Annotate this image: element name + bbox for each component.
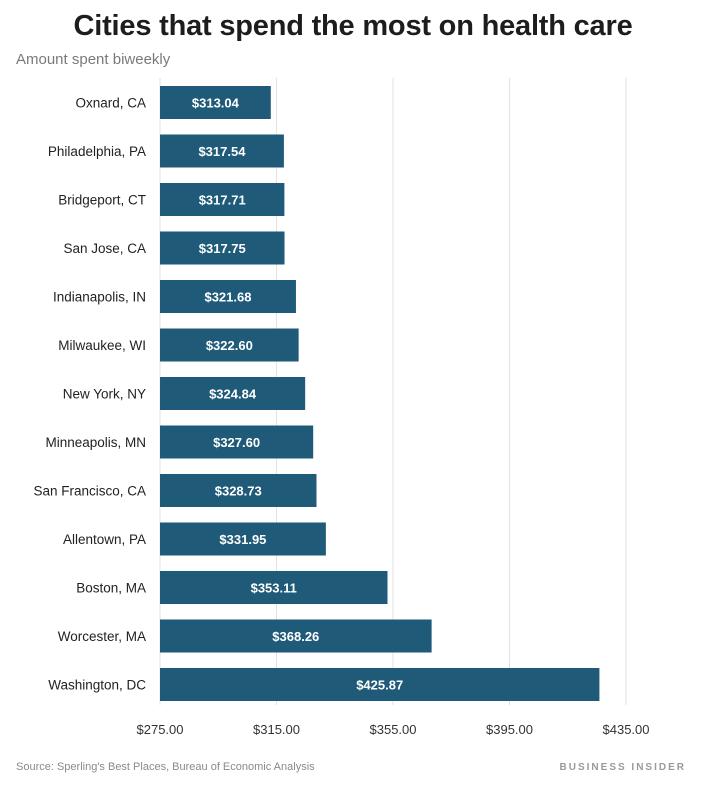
x-tick-label: $355.00 bbox=[370, 722, 417, 737]
bar-value-label: $322.60 bbox=[206, 338, 253, 353]
bar bbox=[160, 377, 306, 410]
bar bbox=[160, 183, 285, 216]
x-tick-label: $275.00 bbox=[137, 722, 184, 737]
category-label: Boston, MA bbox=[76, 581, 146, 596]
category-label: Bridgeport, CT bbox=[58, 193, 146, 208]
category-label: Worcester, MA bbox=[58, 629, 146, 644]
bar bbox=[160, 571, 388, 604]
x-tick-label: $435.00 bbox=[603, 722, 650, 737]
bar-value-label: $321.68 bbox=[204, 290, 251, 305]
bar bbox=[160, 522, 326, 556]
bar-value-label: $317.54 bbox=[198, 144, 246, 159]
category-label: Washington, DC bbox=[48, 678, 146, 693]
bar bbox=[160, 328, 299, 362]
bar bbox=[160, 231, 285, 265]
bar bbox=[160, 86, 271, 119]
bar-value-label: $324.84 bbox=[209, 387, 257, 402]
bar-value-label: $327.60 bbox=[213, 435, 260, 450]
bar-value-label: $328.73 bbox=[215, 484, 262, 499]
bar bbox=[160, 619, 432, 653]
category-label: Oxnard, CA bbox=[75, 96, 146, 111]
bar bbox=[160, 474, 317, 507]
chart-subtitle: Amount spent biweekly bbox=[16, 51, 171, 68]
bars-layer: $313.04 $317.54 $317.71 $317.75 $321.68 $322.… bbox=[160, 86, 600, 701]
bar-value-label: $353.11 bbox=[251, 581, 297, 596]
bar bbox=[160, 134, 284, 168]
bar-value-label: $368.26 bbox=[272, 629, 319, 644]
bar-value-label: $313.04 bbox=[192, 96, 240, 111]
category-labels: Oxnard, CA Philadelphia, PA Bridgeport, CT… bbox=[33, 96, 146, 693]
bar bbox=[160, 425, 314, 459]
category-label: Allentown, PA bbox=[63, 532, 146, 547]
category-label: New York, NY bbox=[63, 387, 146, 402]
bar-value-label: $317.75 bbox=[199, 241, 246, 256]
bar-value-label: $317.71 bbox=[199, 193, 246, 208]
category-label: San Jose, CA bbox=[63, 241, 146, 256]
x-tick-labels: $275.00 $315.00 $355.00 $395.00 $435.00 bbox=[137, 722, 650, 737]
x-tick-label: $315.00 bbox=[253, 722, 300, 737]
brand-logo: BUSINESS INSIDER bbox=[559, 762, 686, 773]
category-label: Minneapolis, MN bbox=[45, 435, 146, 450]
bar bbox=[160, 668, 600, 701]
category-label: Indianapolis, IN bbox=[53, 290, 146, 305]
x-tick-label: $395.00 bbox=[486, 722, 533, 737]
chart-title: Cities that spend the most on health car… bbox=[73, 10, 633, 42]
category-label: Milwaukee, WI bbox=[58, 338, 146, 353]
category-label: Philadelphia, PA bbox=[48, 144, 146, 159]
bar-value-label: $425.87 bbox=[356, 678, 403, 693]
bar-value-label: $331.95 bbox=[219, 532, 266, 547]
category-label: San Francisco, CA bbox=[33, 484, 146, 499]
bar bbox=[160, 280, 296, 313]
source-note: Source: Sperling's Best Places, Bureau o… bbox=[16, 761, 315, 773]
